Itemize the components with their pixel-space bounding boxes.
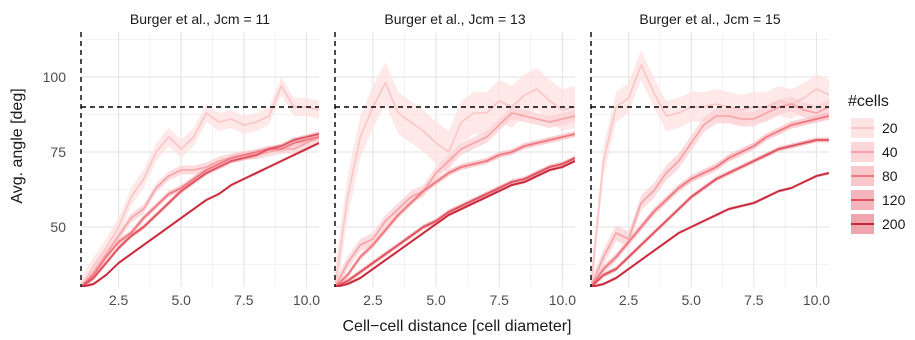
x-tick-label: 7.5 [234,292,254,308]
x-tick-label: 5.0 [426,292,446,308]
y-tick-label: 75 [50,144,66,160]
y-tick-label: 100 [43,69,67,85]
legend: #cells 20 40 80 120 200 [848,93,906,234]
series-40-ribbon [591,96,829,287]
series-80-line [81,136,319,287]
legend-label-80: 80 [882,168,898,184]
series-120-line [81,133,319,287]
x-tick-label: 2.5 [109,292,129,308]
facet-title: Burger et al., Jcm = 15 [639,11,780,27]
series-200-line [81,142,319,287]
series-20-line [81,85,319,287]
series-20-ribbon [81,77,319,287]
x-tick-label: 2.5 [363,292,383,308]
x-axis-label: Cell−cell distance [cell diameter] [343,318,572,335]
x-tick-label: 10.0 [549,292,576,308]
facet-title: Burger et al., Jcm = 11 [130,11,270,27]
y-axis-label: Avg. angle [deg] [9,88,26,203]
series-80-ribbon [591,112,829,287]
y-tick-label: 50 [50,219,66,235]
legend-label-200: 200 [882,216,906,232]
x-tick-label: 10.0 [803,292,830,308]
facet-title: Burger et al., Jcm = 13 [384,11,525,27]
series-40-ribbon [335,107,575,287]
legend-label-40: 40 [882,144,898,160]
series-20-line [591,64,829,287]
series-80-ribbon [81,134,319,287]
facet-panel-2: Burger et al., Jcm = 13 [334,11,575,287]
series-200-line [335,160,575,287]
facets-layer: Burger et al., Jcm = 11 Burger et al., Jc… [80,11,829,287]
x-tick-label: 7.5 [489,292,509,308]
series-40-ribbon [81,132,319,287]
series-20-line [335,82,575,287]
legend-label-20: 20 [882,120,898,136]
x-tick-label: 5.0 [171,292,191,308]
x-tick-label: 10.0 [293,292,320,308]
x-tick-label: 7.5 [744,292,764,308]
facet-panel-3: Burger et al., Jcm = 15 [590,11,829,287]
facet-data [335,62,575,287]
series-80-line [335,133,575,287]
legend-title: #cells [848,93,889,110]
x-tick-label: 2.5 [619,292,639,308]
axes-layer: 2.5 5.0 7.5 10.0 2.5 5.0 7.5 10.0 2.5 5.0 7.5 10.0 5… [43,69,831,308]
series-120-line [335,157,575,287]
facet-panel-1: Burger et al., Jcm = 11 [80,11,319,287]
x-tick-label: 5.0 [681,292,701,308]
series-200-ribbon [81,141,319,287]
series-200-ribbon [335,159,575,287]
series-40-line [335,112,575,287]
series-40-line [591,103,829,287]
series-80-line [591,115,829,287]
facet-data [81,77,319,287]
series-120-ribbon [591,137,829,287]
series-120-line [591,139,829,287]
legend-label-120: 120 [882,192,906,208]
series-200-line [591,172,829,287]
facet-data [591,50,829,287]
